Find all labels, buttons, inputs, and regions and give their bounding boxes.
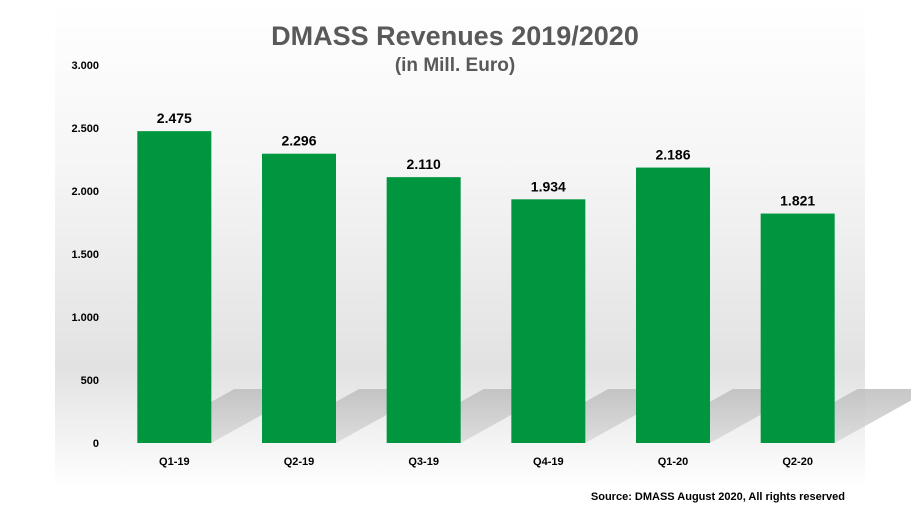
bars <box>137 131 835 444</box>
x-tick-label: Q1-19 <box>159 456 190 468</box>
value-labels: 2.475 2.296 2.110 1.934 2.186 1.821 <box>157 110 816 208</box>
bar <box>760 213 835 443</box>
y-tick-label: 3.000 <box>71 60 99 72</box>
bar-value-label: 2.186 <box>655 147 690 163</box>
y-tick-label: 0 <box>93 438 99 450</box>
bar <box>386 177 461 443</box>
y-tick-label: 500 <box>81 375 99 387</box>
y-tick-label: 1.500 <box>71 249 99 261</box>
y-axis-ticks: 0 500 1.000 1.500 2.000 2.500 3.000 <box>71 60 99 450</box>
bar <box>137 131 212 443</box>
x-tick-label: Q2-20 <box>782 456 813 468</box>
source-note: Source: DMASS August 2020, All rights re… <box>591 491 845 503</box>
bar-value-label: 1.934 <box>531 178 566 194</box>
bar-value-label: 2.475 <box>157 110 192 126</box>
x-tick-label: Q2-19 <box>284 456 315 468</box>
bar <box>511 199 586 443</box>
chart-subtitle: (in Mill. Euro) <box>395 55 515 76</box>
x-tick-label: Q1-20 <box>658 456 689 468</box>
x-axis-ticks: Q1-19 Q2-19 Q3-19 Q4-19 Q1-20 Q2-20 <box>159 456 813 468</box>
bar-value-label: 1.821 <box>780 193 815 209</box>
x-tick-label: Q4-19 <box>533 456 564 468</box>
bar <box>262 153 336 444</box>
chart-title: DMASS Revenues 2019/2020 <box>271 21 639 51</box>
y-tick-label: 2.500 <box>71 123 99 135</box>
x-tick-label: Q3-19 <box>408 456 439 468</box>
y-tick-label: 1.000 <box>71 312 99 324</box>
y-tick-label: 2.000 <box>71 186 99 198</box>
bar <box>636 167 710 443</box>
bar-value-label: 2.110 <box>407 156 441 172</box>
bar-value-label: 2.296 <box>281 133 316 149</box>
